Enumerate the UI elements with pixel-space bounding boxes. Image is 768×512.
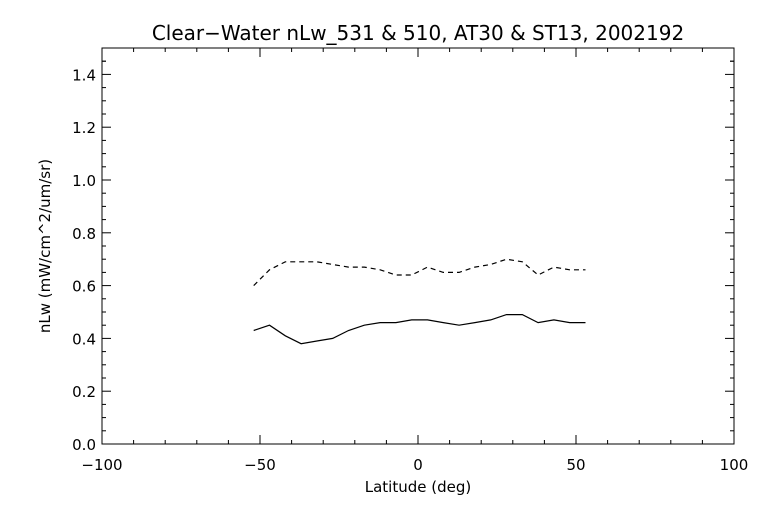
chart-title: Clear−Water nLw_531 & 510, AT30 & ST13, … — [152, 21, 684, 45]
x-tick-label: −100 — [81, 456, 122, 474]
x-tick-label: 50 — [566, 456, 585, 474]
series-line-dashed — [253, 258, 586, 287]
y-tick-label: 1.0 — [72, 172, 96, 190]
x-tick-label: −50 — [244, 456, 276, 474]
axis-ticks — [101, 47, 735, 445]
plot-frame — [101, 47, 735, 445]
y-tick-label: 0.2 — [72, 383, 96, 401]
series-lines — [253, 258, 586, 345]
x-axis-label: Latitude (deg) — [365, 478, 471, 496]
x-tick-label: 0 — [413, 456, 423, 474]
x-tick-label: 100 — [720, 456, 749, 474]
y-tick-label: 0.4 — [72, 330, 96, 348]
y-tick-label: 0.8 — [72, 225, 96, 243]
y-tick-label: 1.4 — [72, 66, 96, 84]
series-line-solid — [253, 314, 586, 345]
y-axis-label: nLw (mW/cm^2/um/sr) — [36, 159, 54, 333]
y-tick-label: 1.2 — [72, 119, 96, 137]
tick-labels: −100 −50 0 50 100 0.0 0.2 0.4 0.6 0.8 1.0 1.2 1.4 — [72, 66, 748, 474]
y-tick-label: 0.0 — [72, 436, 96, 454]
y-tick-label: 0.6 — [72, 278, 96, 296]
